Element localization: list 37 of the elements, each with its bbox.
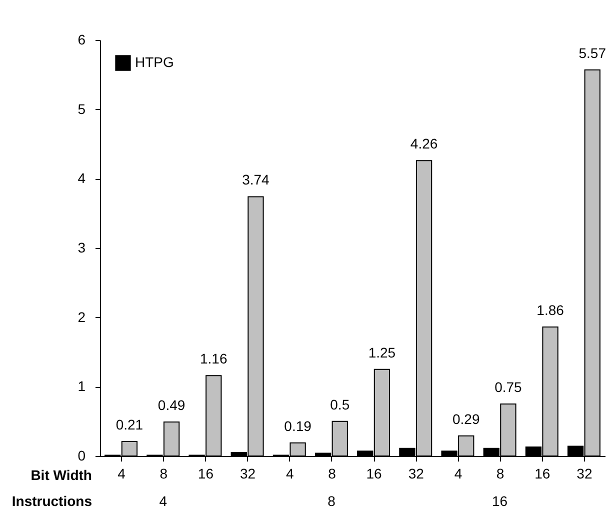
data-label: 0.49 xyxy=(158,397,186,414)
y-tick-label: 3 xyxy=(78,240,86,256)
x-tick-label: 32 xyxy=(240,466,256,482)
legend-label: HTPG xyxy=(135,54,174,70)
x-tick-label: 8 xyxy=(160,466,168,482)
data-label: 5.57 xyxy=(578,44,606,61)
text: Instructions xyxy=(12,493,92,509)
y-tick-label: 2 xyxy=(78,308,86,325)
x-tick-label: 4 xyxy=(454,466,462,482)
data-label: 0.5 xyxy=(330,396,350,412)
data-label: 1.16 xyxy=(200,350,228,367)
x-tick-label: 16 xyxy=(198,466,214,482)
text: Bit Width xyxy=(30,467,92,483)
x-tick-label: 4 xyxy=(286,466,294,482)
data-label: 0.19 xyxy=(284,418,312,434)
x-tick-label: 32 xyxy=(408,466,424,482)
text: 16 xyxy=(492,493,508,509)
y-tick-label: 5 xyxy=(78,100,86,117)
data-label: 4.26 xyxy=(410,136,438,152)
data-label: 0.21 xyxy=(116,416,144,432)
text: 4 xyxy=(159,493,168,509)
x-tick-label: 4 xyxy=(118,466,126,482)
x-tick-label: 8 xyxy=(328,466,336,482)
data-label: 1.86 xyxy=(536,302,564,318)
y-tick-label: 6 xyxy=(78,32,86,48)
x-tick-label: 32 xyxy=(576,466,592,482)
x-tick-label: 16 xyxy=(534,466,550,482)
text: 8 xyxy=(328,493,336,509)
x-tick-label: 16 xyxy=(366,466,382,482)
data-label: 1.25 xyxy=(368,344,396,360)
y-tick-label: 1 xyxy=(78,378,86,394)
y-tick-label: 4 xyxy=(78,170,86,186)
data-label: 0.75 xyxy=(494,379,522,395)
y-tick-label: 0 xyxy=(78,448,86,464)
data-label: 0.29 xyxy=(452,410,480,427)
data-label: 3.74 xyxy=(242,172,270,188)
x-tick-label: 8 xyxy=(496,466,504,482)
